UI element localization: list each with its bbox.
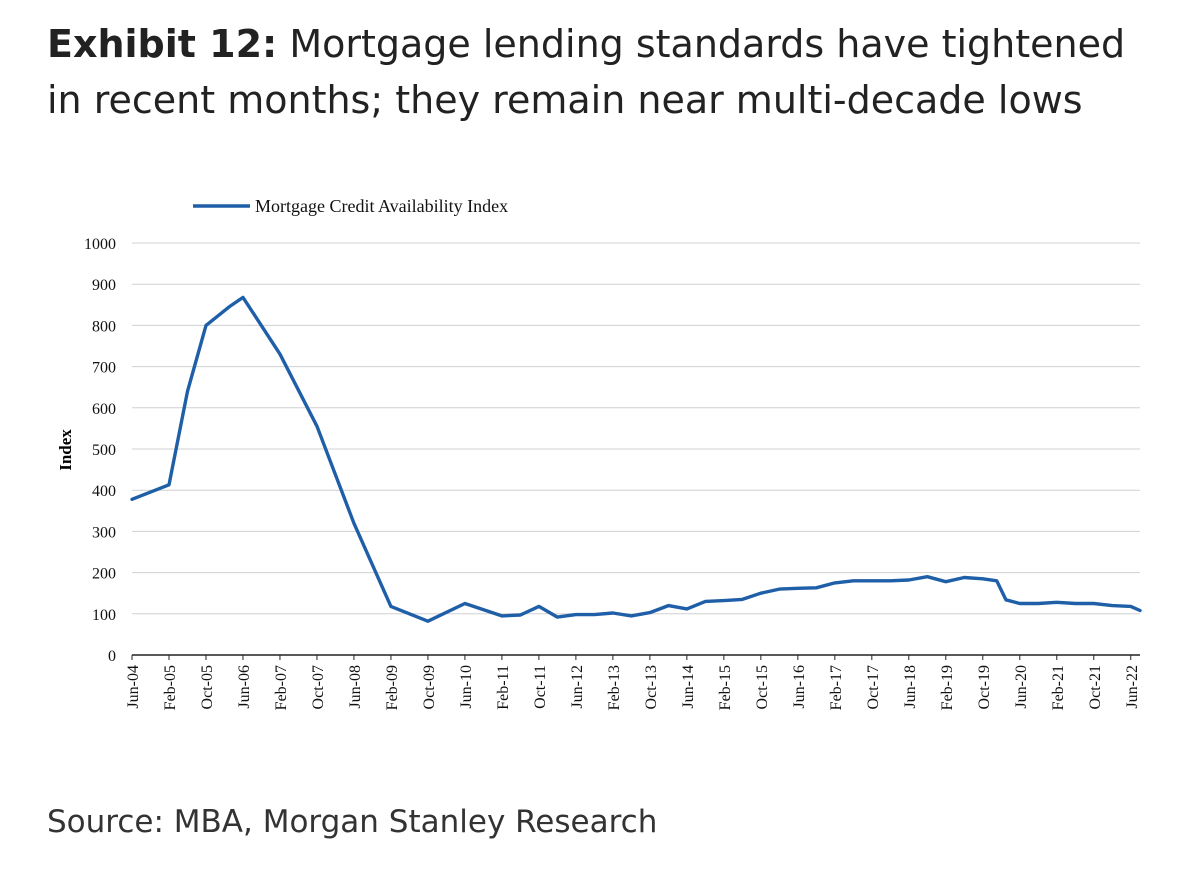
- mortgage-credit-chart: 0 100 200 300 400 500 600 700 800 900 1000 Jun-04 F…: [56, 196, 1142, 710]
- y-tick-label: 900: [92, 277, 116, 294]
- legend: Mortgage Credit Availability Index: [193, 196, 508, 216]
- x-tick-label: Feb-19: [939, 665, 956, 710]
- y-tick-label: 500: [92, 442, 116, 459]
- x-tick-label: Feb-05: [162, 665, 179, 710]
- legend-label: Mortgage Credit Availability Index: [255, 196, 508, 216]
- y-tick-label: 300: [92, 524, 116, 541]
- y-tick-label: 0: [108, 648, 116, 665]
- x-tick-label: Jun-16: [791, 665, 808, 709]
- x-tick-label: Oct-09: [421, 665, 438, 709]
- x-tick-label: Feb-07: [273, 665, 290, 710]
- x-tick-label: Jun-20: [1013, 665, 1030, 709]
- y-tick-label: 1000: [84, 236, 116, 253]
- y-tick-label: 100: [92, 607, 116, 624]
- y-tick-label: 700: [92, 360, 116, 377]
- x-tick-label: Feb-11: [495, 665, 512, 710]
- x-tick-label: Oct-13: [643, 665, 660, 709]
- x-tick-label: Jun-12: [569, 665, 586, 709]
- x-tick-label: Jun-04: [125, 665, 142, 709]
- x-tick-label: Feb-21: [1050, 665, 1067, 710]
- exhibit-number: Exhibit 12:: [47, 22, 278, 66]
- x-tick-label: Oct-17: [865, 665, 882, 709]
- y-axis-ticks: 0 100 200 300 400 500 600 700 800 900 1000: [84, 236, 116, 665]
- x-tick-label: Jun-22: [1124, 665, 1141, 709]
- source-note: Source: MBA, Morgan Stanley Research: [47, 804, 658, 840]
- gridlines: [132, 242, 1140, 615]
- exhibit-title: Exhibit 12: Mortgage lending standards h…: [47, 16, 1167, 128]
- x-tick-label: Feb-15: [717, 665, 734, 710]
- x-tick-label: Jun-14: [680, 665, 697, 709]
- x-tick-label: Oct-21: [1087, 665, 1104, 709]
- x-tick-label: Jun-08: [347, 665, 364, 709]
- series-line-mcai: [130, 295, 1142, 623]
- x-tick-label: Oct-07: [310, 665, 327, 709]
- x-tick-label: Oct-05: [199, 665, 216, 709]
- x-tick-label: Feb-13: [606, 665, 623, 710]
- x-tick-label: Oct-11: [532, 665, 549, 709]
- y-tick-label: 600: [92, 401, 116, 418]
- x-tick-label: Jun-10: [458, 665, 475, 709]
- x-tick-label: Oct-15: [754, 665, 771, 709]
- x-tick-label: Jun-06: [236, 665, 253, 709]
- y-tick-label: 400: [92, 483, 116, 500]
- x-tick-label: Oct-19: [976, 665, 993, 709]
- x-axis-ticks: Jun-04 Feb-05 Oct-05 Jun-06 Feb-07 Oct-07 Jun-…: [125, 655, 1141, 710]
- y-axis-label: Index: [56, 429, 75, 471]
- x-tick-label: Jun-18: [902, 665, 919, 709]
- x-tick-label: Feb-09: [384, 665, 401, 710]
- y-tick-label: 800: [92, 318, 116, 335]
- exhibit-headline: Mortgage lending standards have tightene…: [47, 22, 1126, 122]
- y-tick-label: 200: [92, 566, 116, 583]
- x-tick-label: Feb-17: [828, 665, 845, 710]
